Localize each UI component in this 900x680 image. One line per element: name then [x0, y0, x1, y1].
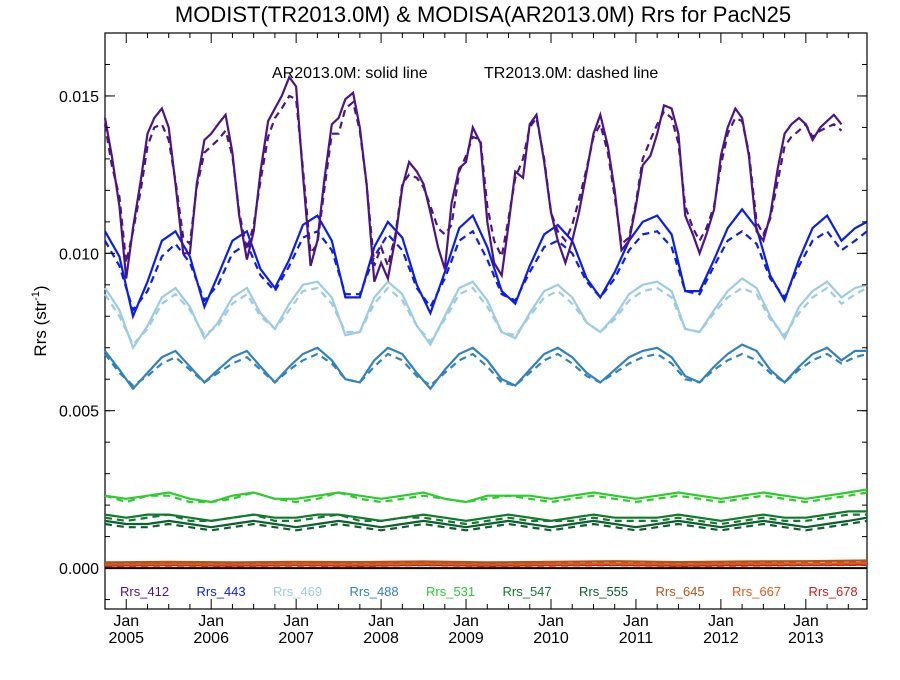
series-line-solid-rrs-443 — [104, 207, 868, 320]
legend-item-rrs-645: Rrs_645 — [656, 584, 705, 599]
series-line-solid-rrs-555 — [104, 516, 868, 529]
series-line-solid-rrs-667 — [104, 561, 868, 566]
annotation-dashed-line: TR2013.0M: dashed line — [484, 65, 658, 82]
x-tick-month-label: Jan — [623, 613, 649, 630]
x-tick-month-label: Jan — [283, 613, 309, 630]
legend-item-rrs-488: Rrs_488 — [350, 584, 399, 599]
legend-item-rrs-547: Rrs_547 — [503, 584, 552, 599]
legend: Rrs_412 Rrs_443 Rrs_469 Rrs_488 Rrs_531 Rrs_5… — [120, 584, 858, 599]
y-axis: 0.000 0.005 0.010 0.015 — [59, 63, 867, 601]
series-line-solid-rrs-469 — [104, 277, 868, 351]
y-axis-label-superscript: -1 — [30, 291, 42, 301]
x-tick-year-label: 2005 — [108, 630, 144, 647]
series-line-dashed-rrs-469 — [104, 286, 868, 347]
x-axis: Jan2005Jan2006Jan2007Jan2008Jan2009Jan20… — [108, 33, 849, 647]
series-line-solid-rrs-488 — [104, 343, 867, 391]
series-line-dashed-rrs-555 — [104, 519, 868, 532]
x-tick-year-label: 2008 — [363, 630, 399, 647]
y-axis-label-main: Rrs (str — [31, 301, 50, 357]
x-tick-year-label: 2011 — [619, 630, 654, 647]
x-tick-month-label: Jan — [453, 613, 479, 630]
x-tick-month-label: Jan — [708, 613, 734, 630]
x-tick-month-label: Jan — [538, 613, 564, 630]
series-line-solid-rrs-412 — [103, 74, 843, 283]
legend-item-rrs-443: Rrs_443 — [197, 584, 246, 599]
plot-area — [103, 32, 868, 610]
x-tick-year-label: 2012 — [703, 630, 739, 647]
series-line-solid-rrs-547 — [104, 510, 867, 523]
y-tick-label: 0.000 — [59, 561, 99, 578]
x-tick-month-label: Jan — [198, 613, 224, 630]
x-tick-year-label: 2009 — [448, 630, 484, 647]
legend-item-rrs-469: Rrs_469 — [273, 584, 322, 599]
x-tick-year-label: 2007 — [278, 630, 314, 647]
annotation-solid-line: AR2013.0M: solid line — [272, 65, 428, 82]
y-tick-label: 0.005 — [59, 404, 99, 421]
series-line-dashed-rrs-443 — [104, 229, 868, 313]
y-axis-label: Rrs (str-1) — [30, 285, 50, 356]
series-line-solid-rrs-645 — [104, 559, 868, 564]
x-tick-year-label: 2013 — [788, 630, 824, 647]
x-tick-year-label: 2006 — [193, 630, 229, 647]
x-tick-month-label: Jan — [113, 613, 139, 630]
series-line-dashed-rrs-547 — [104, 513, 867, 526]
series-line-dashed-rrs-488 — [104, 352, 868, 387]
y-tick-label: 0.015 — [59, 89, 99, 106]
y-axis-label-close: ) — [31, 285, 50, 291]
series-layer — [103, 74, 868, 568]
chart-title: MODIST(TR2013.0M) & MODISA(AR2013.0M) Rr… — [175, 2, 791, 27]
series-line-dashed-rrs-531 — [104, 491, 868, 504]
x-tick-year-label: 2010 — [533, 630, 569, 647]
x-tick-month-label: Jan — [793, 613, 819, 630]
plot-frame — [104, 32, 868, 610]
legend-item-rrs-667: Rrs_667 — [732, 584, 781, 599]
legend-item-rrs-555: Rrs_555 — [579, 584, 628, 599]
series-line-solid-rrs-678 — [104, 563, 868, 567]
legend-item-rrs-531: Rrs_531 — [426, 584, 475, 599]
x-tick-month-label: Jan — [368, 613, 394, 630]
series-line-solid-rrs-531 — [104, 488, 868, 504]
legend-item-rrs-412: Rrs_412 — [120, 584, 169, 599]
legend-item-rrs-678: Rrs_678 — [809, 584, 858, 599]
y-tick-label: 0.010 — [59, 246, 99, 263]
